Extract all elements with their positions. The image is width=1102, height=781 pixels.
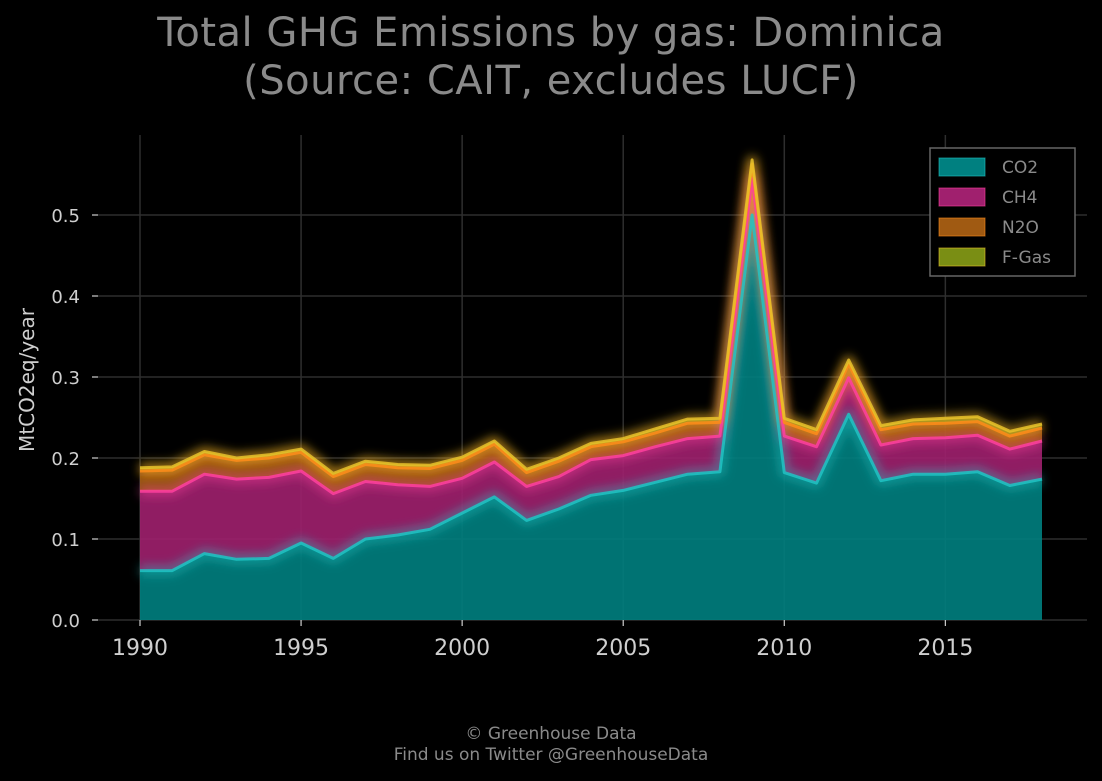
x-tick-label-1990: 1990	[112, 636, 168, 661]
line-n2o	[139, 162, 1043, 479]
y-axis-label: MtCO2eq/year	[15, 307, 39, 452]
chart-title-line-2: (Source: CAIT, excludes LUCF)	[243, 58, 859, 104]
legend-label-ch4: CH4	[1002, 188, 1037, 208]
line-layer	[139, 158, 1043, 573]
glow-n2o	[139, 159, 1044, 482]
x-tick-label-2010: 2010	[756, 636, 812, 661]
legend-swatch-co2	[938, 157, 986, 177]
line-ch4	[140, 177, 1043, 496]
axis-layer: 1990 1995 2000 2005 2010 2015 0.0 0.1 0.2 0.3 0.4 0…	[51, 206, 973, 661]
y-tick-label-4: 0.4	[51, 287, 80, 308]
x-tick-label-1995: 1995	[273, 636, 329, 661]
y-tick-label-5: 0.5	[51, 206, 80, 227]
legend-label-f-gas: F-Gas	[1002, 248, 1051, 268]
x-tick-label-2015: 2015	[917, 636, 973, 661]
legend-swatch-f-gas	[938, 247, 986, 267]
y-tick-label-1: 0.1	[51, 530, 80, 551]
y-tick-label-2: 0.2	[51, 449, 80, 470]
y-tick-label-3: 0.3	[51, 368, 80, 389]
legend: CO2 CH4 N2O F-Gas	[929, 147, 1076, 277]
chart-title-line-1: Total GHG Emissions by gas: Dominica	[157, 10, 945, 56]
legend-swatch-n2o	[938, 217, 986, 237]
area-co2	[140, 215, 1042, 620]
line-co2	[140, 213, 1043, 573]
credit-line-2: Find us on Twitter @GreenhouseData	[393, 745, 709, 765]
legend-label-co2: CO2	[1002, 158, 1038, 178]
y-tick-label-0: 0.0	[51, 611, 80, 632]
x-tick-label-2000: 2000	[434, 636, 490, 661]
legend-label-n2o: N2O	[1002, 218, 1039, 238]
legend-swatch-ch4	[938, 187, 986, 207]
credit-line-1: © Greenhouse Data	[465, 724, 637, 744]
line-f-gas	[139, 158, 1043, 475]
x-tick-label-2005: 2005	[595, 636, 651, 661]
